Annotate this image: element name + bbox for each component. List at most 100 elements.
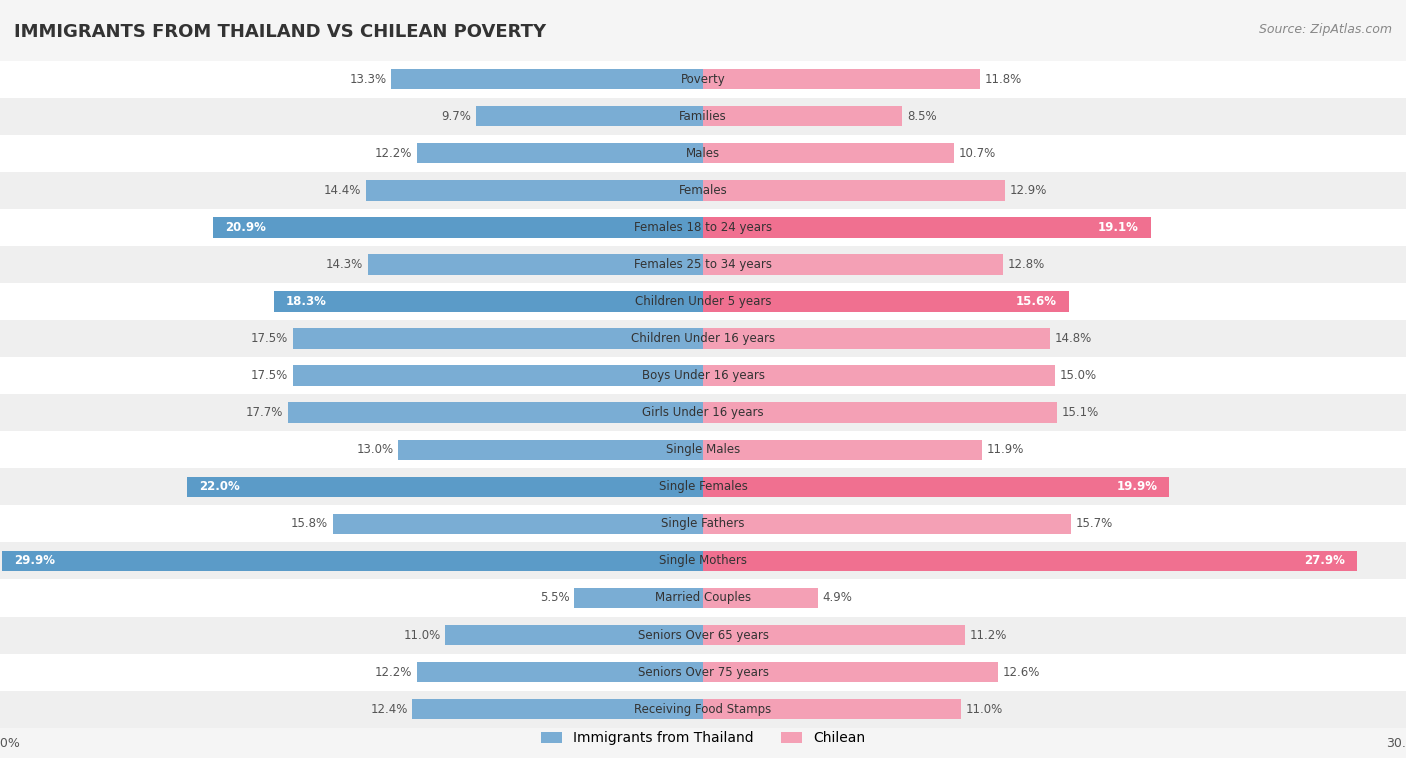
Text: 12.8%: 12.8% [1008,258,1045,271]
Text: Females 18 to 24 years: Females 18 to 24 years [634,221,772,234]
Text: 27.9%: 27.9% [1305,554,1346,568]
Bar [0,320,1406,357]
Text: 14.8%: 14.8% [1054,332,1091,345]
Bar [292,365,703,386]
Text: 4.9%: 4.9% [823,591,852,604]
Bar [446,625,703,645]
Text: 15.1%: 15.1% [1062,406,1098,419]
Text: Single Females: Single Females [658,481,748,493]
Bar [574,587,703,608]
Bar [0,209,1406,246]
Text: 15.7%: 15.7% [1076,518,1112,531]
Text: 13.0%: 13.0% [357,443,394,456]
Text: 11.9%: 11.9% [987,443,1024,456]
Text: Single Fathers: Single Fathers [661,518,745,531]
Bar [0,135,1406,172]
Text: Boys Under 16 years: Boys Under 16 years [641,369,765,382]
Text: 11.8%: 11.8% [984,73,1021,86]
Text: 13.3%: 13.3% [350,73,387,86]
Text: 15.0%: 15.0% [1059,369,1097,382]
Bar [0,98,1406,135]
Text: 12.2%: 12.2% [375,666,412,678]
Text: 19.1%: 19.1% [1098,221,1139,234]
Bar [703,699,960,719]
Bar [0,579,1406,616]
Text: 14.3%: 14.3% [326,258,363,271]
Text: Single Mothers: Single Mothers [659,554,747,568]
Bar [0,506,1406,543]
Text: Receiving Food Stamps: Receiving Food Stamps [634,703,772,716]
Text: Females 25 to 34 years: Females 25 to 34 years [634,258,772,271]
Bar [703,440,981,460]
Text: 8.5%: 8.5% [907,110,936,123]
Text: 12.9%: 12.9% [1010,184,1047,197]
Text: 5.5%: 5.5% [540,591,569,604]
Bar [0,246,1406,283]
Text: 11.0%: 11.0% [966,703,1002,716]
Bar [292,328,703,349]
Bar [703,402,1057,423]
Text: Males: Males [686,147,720,160]
Bar [0,61,1406,98]
Bar [703,328,1050,349]
Text: 17.7%: 17.7% [246,406,284,419]
Bar [475,106,703,127]
Bar [368,254,703,274]
Bar [0,691,1406,728]
Bar [0,283,1406,320]
Bar [703,218,1150,237]
Bar [0,468,1406,506]
Text: Source: ZipAtlas.com: Source: ZipAtlas.com [1258,23,1392,36]
Text: Single Males: Single Males [666,443,740,456]
Text: 11.2%: 11.2% [970,628,1008,641]
Text: 29.9%: 29.9% [14,554,55,568]
Bar [703,365,1054,386]
Text: Females: Females [679,184,727,197]
Bar [0,543,1406,579]
Text: 12.2%: 12.2% [375,147,412,160]
Text: 14.4%: 14.4% [323,184,361,197]
Bar [703,477,1170,497]
Text: 12.4%: 12.4% [370,703,408,716]
Text: Children Under 16 years: Children Under 16 years [631,332,775,345]
Bar [412,699,703,719]
Text: Girls Under 16 years: Girls Under 16 years [643,406,763,419]
Text: 19.9%: 19.9% [1116,481,1157,493]
Text: Children Under 5 years: Children Under 5 years [634,295,772,308]
Bar [0,616,1406,653]
Text: Poverty: Poverty [681,73,725,86]
Bar [703,625,966,645]
Bar [3,551,703,571]
Bar [703,662,998,682]
Text: 17.5%: 17.5% [252,369,288,382]
Text: Seniors Over 75 years: Seniors Over 75 years [637,666,769,678]
Bar [703,587,818,608]
Bar [703,106,903,127]
Bar [703,291,1069,312]
Text: 12.6%: 12.6% [1002,666,1040,678]
Bar [703,180,1005,201]
Text: 18.3%: 18.3% [285,295,326,308]
Bar [333,514,703,534]
Bar [703,254,1002,274]
Bar [0,394,1406,431]
Text: 22.0%: 22.0% [200,481,240,493]
Text: Seniors Over 65 years: Seniors Over 65 years [637,628,769,641]
Bar [703,551,1357,571]
Bar [187,477,703,497]
Text: IMMIGRANTS FROM THAILAND VS CHILEAN POVERTY: IMMIGRANTS FROM THAILAND VS CHILEAN POVE… [14,23,546,41]
Text: 11.0%: 11.0% [404,628,440,641]
Bar [274,291,703,312]
Legend: Immigrants from Thailand, Chilean: Immigrants from Thailand, Chilean [536,725,870,750]
Bar [366,180,703,201]
Text: 10.7%: 10.7% [959,147,995,160]
Text: 17.5%: 17.5% [252,332,288,345]
Text: 20.9%: 20.9% [225,221,266,234]
Bar [288,402,703,423]
Bar [214,218,703,237]
Bar [0,653,1406,691]
Bar [398,440,703,460]
Text: 9.7%: 9.7% [441,110,471,123]
Bar [703,143,953,164]
Bar [0,172,1406,209]
